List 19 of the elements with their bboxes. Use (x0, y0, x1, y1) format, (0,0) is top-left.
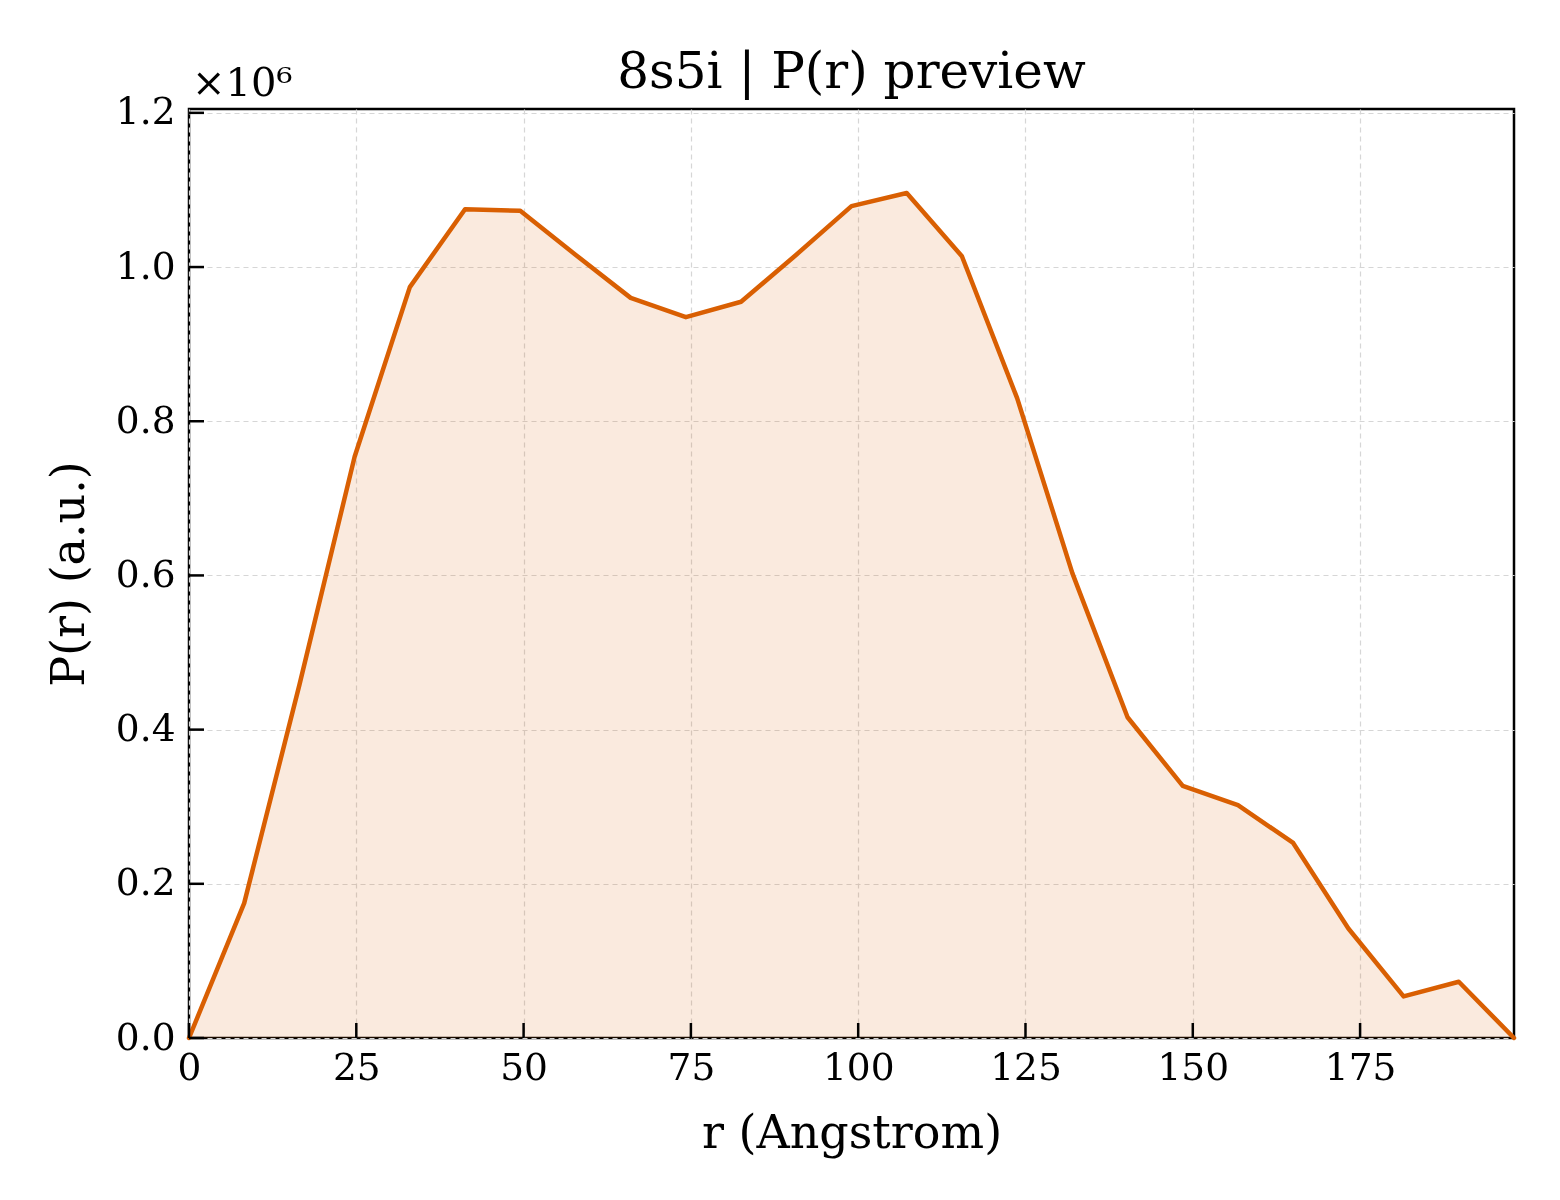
y-tick-label: 0.8 (115, 397, 176, 442)
y-tick-label: 0.0 (115, 1014, 176, 1059)
y-tick-label: 0.2 (115, 860, 176, 905)
y-tick-label: 1.2 (115, 89, 176, 134)
chart-title: 8s5i | P(r) preview (617, 42, 1086, 100)
text: ×10⁶ (192, 59, 293, 105)
x-tick-label: 150 (1157, 1044, 1230, 1089)
x-tick-label: 175 (1324, 1044, 1397, 1089)
x-axis-title: r (Angstrom) (701, 1105, 1003, 1159)
y-tick-label: 0.6 (115, 551, 176, 596)
x-tick-label: 25 (332, 1044, 381, 1089)
x-tick-label: 50 (500, 1044, 548, 1089)
x-tick-label: 75 (667, 1044, 716, 1089)
y-axis-title: P(r) (a.u.) (40, 461, 95, 687)
y-tick-label: 0.4 (115, 706, 176, 751)
x-tick-label: 125 (990, 1044, 1062, 1089)
x-tick-label: 0 (177, 1044, 202, 1089)
x-tick-label: 100 (822, 1044, 895, 1089)
y-tick-label: 1.0 (115, 243, 176, 288)
